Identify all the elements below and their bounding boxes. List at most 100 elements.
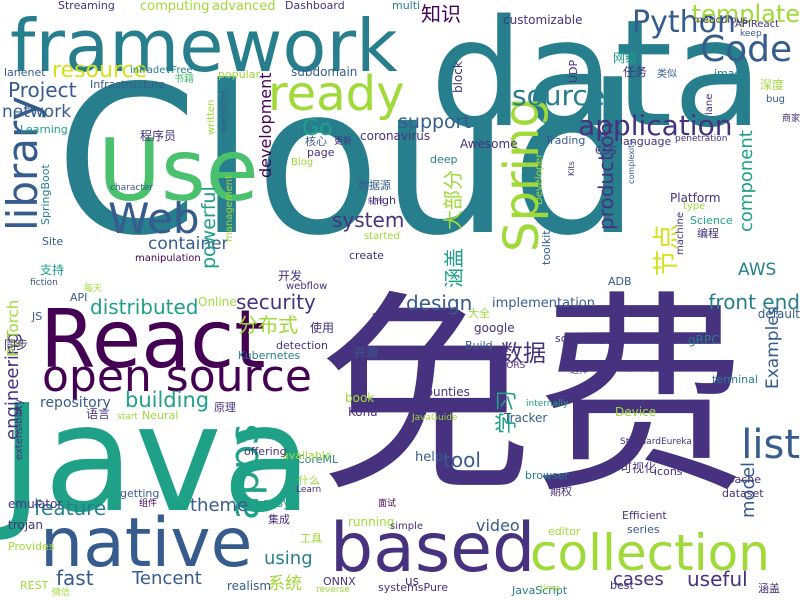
- word: 大部分: [441, 170, 465, 230]
- word: getting: [120, 487, 160, 500]
- word: 任务: [623, 65, 648, 79]
- word: 制作: [368, 197, 384, 206]
- word: source: [512, 79, 605, 112]
- word: 知识: [421, 2, 461, 26]
- word: 可视化: [620, 461, 657, 475]
- word: fiction: [30, 278, 58, 288]
- word: start: [117, 412, 138, 422]
- word: Provides: [8, 540, 55, 553]
- word: Blog: [291, 157, 314, 168]
- word: API: [70, 291, 88, 304]
- word: high: [372, 194, 396, 207]
- word: Developer: [534, 153, 545, 205]
- word: toolkit: [540, 230, 553, 265]
- word: front end: [708, 290, 800, 314]
- word: component: [736, 130, 757, 232]
- word: Kubernetes: [238, 349, 301, 362]
- word: 组件: [139, 499, 158, 509]
- word: production: [594, 122, 618, 230]
- word: lane: [704, 93, 715, 115]
- word: building: [125, 388, 210, 412]
- word: trojan: [8, 518, 44, 532]
- word: terminal: [712, 373, 758, 386]
- word: ONNX: [323, 575, 356, 588]
- word: 开发: [278, 269, 303, 283]
- word: 同步: [4, 338, 29, 352]
- word: block: [451, 61, 465, 93]
- word: video: [476, 516, 520, 535]
- word: 类似: [657, 69, 677, 80]
- word: Dashboard: [285, 0, 345, 12]
- word: 面试: [378, 499, 397, 509]
- word: CORS: [500, 361, 526, 371]
- word: data: [430, 0, 764, 160]
- word: webflow: [286, 281, 328, 292]
- word: offering: [244, 445, 287, 458]
- word: written: [206, 99, 217, 135]
- word: 期权: [550, 485, 572, 498]
- word: 涵盖: [758, 582, 780, 595]
- word: machine: [675, 212, 686, 255]
- word: Efficient: [622, 509, 667, 522]
- word: feature: [34, 496, 107, 520]
- word: 微信: [52, 588, 71, 598]
- word: default: [757, 307, 800, 321]
- word: management: [224, 175, 235, 242]
- word: security: [236, 290, 316, 314]
- word: available: [282, 449, 332, 462]
- word: list: [741, 422, 800, 468]
- word: Platform: [670, 191, 721, 205]
- word: bounties: [418, 385, 470, 399]
- word: bug: [766, 94, 786, 105]
- word: easy: [262, 496, 291, 510]
- word: APIReact: [735, 19, 780, 30]
- word: Science: [690, 214, 733, 227]
- word: popular: [218, 68, 260, 81]
- word: framework: [10, 4, 398, 88]
- word: started: [364, 231, 400, 242]
- word: infradevFree: [130, 65, 193, 76]
- word: Apache: [720, 473, 762, 486]
- word: page: [307, 146, 335, 159]
- word: repository: [40, 395, 111, 411]
- word: 每天: [84, 284, 103, 294]
- word: time: [540, 584, 561, 594]
- word: seriesYOLOv3: [372, 311, 434, 321]
- word: Java: [0, 373, 313, 545]
- word: book: [345, 391, 375, 405]
- word: gRPC: [688, 333, 720, 347]
- word: fast: [56, 566, 94, 590]
- word: powerful: [198, 186, 220, 269]
- word: Site: [42, 235, 64, 248]
- word: Learning: [20, 123, 68, 136]
- word: 编程: [697, 227, 719, 240]
- word: container: [148, 234, 229, 254]
- word: simple: [390, 521, 424, 532]
- word: implementation: [492, 296, 596, 311]
- word: Tracker: [504, 411, 548, 425]
- word: Trading: [545, 134, 586, 147]
- word: detection: [276, 339, 328, 352]
- word: 涵盖: [442, 248, 466, 288]
- word: mobile: [424, 399, 465, 413]
- word: Learn: [296, 485, 322, 495]
- word: design: [406, 291, 473, 315]
- word: proxy: [628, 362, 656, 373]
- word: Neural: [142, 409, 179, 422]
- word: google: [474, 321, 515, 335]
- word: image: [714, 67, 749, 80]
- word: 语言: [86, 407, 111, 421]
- word: keep: [740, 29, 762, 39]
- word: Device: [615, 405, 657, 419]
- word: customizable: [503, 13, 583, 27]
- word: advanced: [212, 0, 276, 14]
- word: Tencent: [132, 568, 202, 589]
- word: 开源: [354, 346, 379, 360]
- word: development: [256, 72, 275, 178]
- word: browser: [525, 469, 570, 482]
- word: tool: [443, 448, 481, 472]
- word: 支持: [40, 263, 65, 277]
- word: series: [627, 523, 660, 536]
- word: icons: [654, 465, 683, 478]
- word: coronavirus: [360, 129, 431, 143]
